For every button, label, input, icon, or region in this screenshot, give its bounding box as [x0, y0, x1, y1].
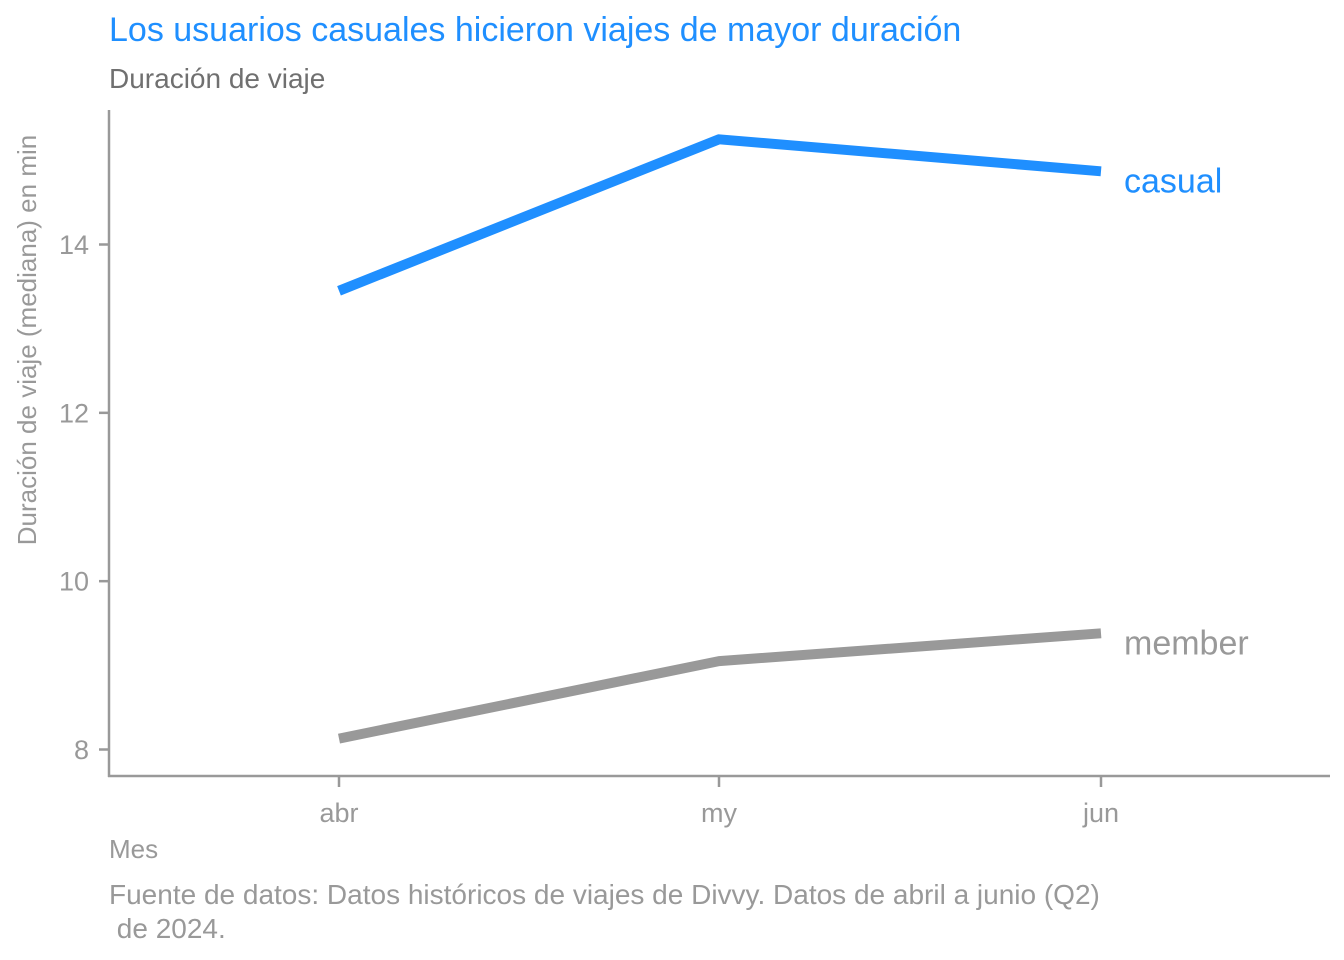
- y-tick-label: 12: [59, 398, 89, 428]
- series-labels: casual member: [1124, 162, 1249, 662]
- series-lines: [337, 134, 1102, 744]
- caption-line-2: de 2024.: [109, 913, 226, 944]
- series-label-casual: casual: [1124, 162, 1222, 200]
- series-line-member: [338, 628, 1102, 744]
- x-tick-label: abr: [319, 798, 358, 828]
- caption-line-1: Fuente de datos: Datos históricos de via…: [109, 879, 1100, 910]
- chart-title: Los usuarios casuales hicieron viajes de…: [109, 11, 961, 49]
- series-line-casual: [337, 134, 1102, 296]
- y-tick-label: 8: [74, 735, 89, 765]
- x-ticks: abr my jun: [319, 776, 1119, 828]
- y-tick-label: 14: [59, 230, 89, 260]
- series-label-member: member: [1124, 624, 1249, 662]
- x-tick-label: my: [701, 798, 737, 828]
- chart-subtitle: Duración de viaje: [109, 63, 325, 94]
- y-axis-title: Duración de viaje (mediana) en min: [12, 135, 42, 545]
- axes: [107, 110, 1330, 778]
- x-axis-title: Mes: [109, 834, 158, 864]
- x-tick-label: jun: [1082, 798, 1119, 828]
- y-ticks: 8 10 12 14: [59, 230, 109, 765]
- y-tick-label: 10: [59, 567, 89, 597]
